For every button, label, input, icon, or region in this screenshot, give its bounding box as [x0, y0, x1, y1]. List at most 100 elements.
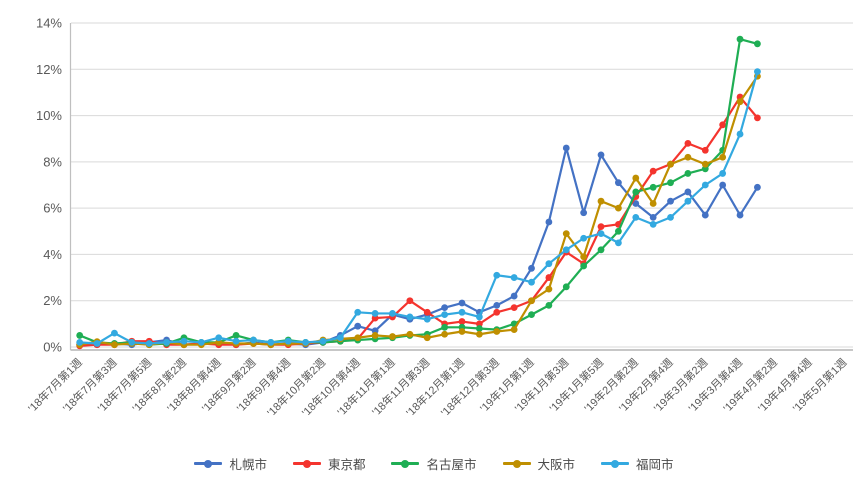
series-marker-nagoya	[441, 323, 449, 331]
series-marker-fukuoka	[493, 271, 501, 279]
series-marker-sapporo	[684, 188, 692, 196]
series-marker-fukuoka	[406, 313, 414, 321]
series-marker-fukuoka	[336, 334, 344, 342]
series-marker-osaka	[475, 330, 483, 338]
series-marker-fukuoka	[145, 340, 153, 347]
series-marker-nagoya	[475, 325, 483, 332]
y-axis-tick-label: 14%	[36, 16, 62, 31]
y-axis-tick-label: 2%	[43, 293, 62, 308]
series-line-nagoya	[78, 38, 759, 346]
series-marker-fukuoka	[632, 214, 640, 221]
series-marker-fukuoka	[736, 130, 744, 138]
series-marker-osaka	[371, 332, 379, 339]
series-marker-osaka	[667, 160, 674, 168]
series-marker-fukuoka	[580, 234, 588, 242]
series-marker-sapporo	[354, 322, 362, 330]
series-marker-osaka	[111, 341, 118, 349]
series-marker-fukuoka	[128, 338, 136, 346]
legend-marker-icon	[302, 459, 311, 468]
series-marker-fukuoka	[371, 310, 379, 317]
series-marker-fukuoka	[232, 337, 240, 345]
legend-marker-icon	[512, 459, 521, 468]
chart-legend: 札幌市 東京都 名古屋市 大阪市 福岡市	[0, 454, 868, 473]
series-marker-sapporo	[458, 299, 466, 307]
series-marker-sapporo	[528, 264, 535, 272]
series-marker-fukuoka	[528, 278, 535, 286]
series-marker-tokyo	[423, 308, 431, 316]
series-marker-osaka	[423, 334, 431, 342]
series-marker-fukuoka	[719, 170, 727, 177]
legend-item-osaka: 大阪市	[502, 454, 576, 473]
y-axis-tick-label: 6%	[43, 201, 62, 216]
series-marker-nagoya	[562, 283, 570, 291]
legend-swatch-osaka	[502, 459, 531, 468]
series-line-sapporo	[78, 146, 759, 346]
series-marker-fukuoka	[562, 246, 570, 254]
legend-item-sapporo: 札幌市	[194, 454, 267, 473]
y-axis-tick-label: 8%	[43, 154, 62, 169]
legend-item-tokyo: 東京都	[292, 454, 365, 473]
series-marker-sapporo	[649, 214, 657, 221]
series-marker-sapporo	[701, 211, 709, 219]
series-marker-osaka	[458, 328, 466, 335]
y-axis-tick-label: 0%	[43, 340, 62, 355]
series-marker-tokyo	[719, 121, 727, 129]
series-marker-sapporo	[441, 304, 449, 312]
series-marker-sapporo	[493, 301, 501, 309]
series-marker-fukuoka	[389, 310, 396, 317]
series-marker-sapporo	[615, 179, 622, 187]
series-marker-fukuoka	[319, 337, 327, 345]
series-marker-osaka	[597, 197, 605, 205]
series-marker-sapporo	[667, 197, 674, 205]
x-axis-tick-label: '18年10月第2週	[264, 355, 328, 419]
series-marker-osaka	[528, 297, 535, 305]
series-marker-fukuoka	[163, 338, 170, 346]
series-marker-osaka	[615, 204, 622, 212]
legend-label-fukuoka: 福岡市	[636, 458, 674, 472]
series-marker-sapporo	[632, 200, 640, 207]
series-marker-nagoya	[632, 188, 640, 196]
legend-label-osaka: 大阪市	[537, 458, 576, 472]
series-marker-fukuoka	[701, 181, 709, 189]
legend-marker-icon	[401, 459, 410, 468]
series-marker-fukuoka	[615, 239, 622, 247]
series-marker-tokyo	[684, 139, 692, 147]
series-marker-fukuoka	[180, 337, 188, 345]
series-marker-osaka	[510, 326, 518, 334]
series-marker-osaka	[562, 230, 570, 238]
series-marker-osaka	[632, 174, 640, 182]
legend-marker-icon	[204, 459, 213, 468]
series-marker-osaka	[736, 98, 744, 106]
series-marker-osaka	[545, 285, 553, 293]
series-marker-fukuoka	[649, 220, 657, 228]
series-marker-sapporo	[754, 183, 761, 191]
series-marker-tokyo	[510, 304, 518, 312]
series-marker-fukuoka	[197, 338, 205, 346]
legend-marker-icon	[611, 459, 620, 468]
series-marker-fukuoka	[93, 340, 101, 347]
series-marker-tokyo	[597, 223, 605, 231]
series-line-osaka	[78, 75, 759, 346]
series-marker-fukuoka	[754, 68, 761, 75]
series-line-fukuoka	[78, 70, 759, 345]
series-marker-nagoya	[232, 332, 240, 339]
legend-swatch-tokyo	[292, 459, 321, 468]
series-marker-nagoya	[528, 311, 535, 318]
legend-swatch-sapporo	[194, 459, 223, 468]
series-marker-sapporo	[545, 218, 553, 226]
series-marker-nagoya	[545, 301, 553, 309]
x-axis-tick-label: '18年12月第3週	[438, 355, 502, 419]
legend-swatch-fukuoka	[601, 459, 630, 468]
series-marker-fukuoka	[215, 334, 223, 342]
series-marker-nagoya	[736, 35, 744, 43]
series-marker-fukuoka	[284, 337, 292, 345]
series-marker-fukuoka	[423, 315, 431, 323]
series-marker-osaka	[354, 334, 362, 342]
series-marker-sapporo	[719, 181, 727, 189]
legend-item-fukuoka: 福岡市	[601, 454, 674, 473]
series-marker-tokyo	[458, 318, 466, 325]
series-marker-tokyo	[754, 114, 761, 122]
series-marker-nagoya	[754, 40, 761, 48]
series-marker-nagoya	[684, 170, 692, 177]
